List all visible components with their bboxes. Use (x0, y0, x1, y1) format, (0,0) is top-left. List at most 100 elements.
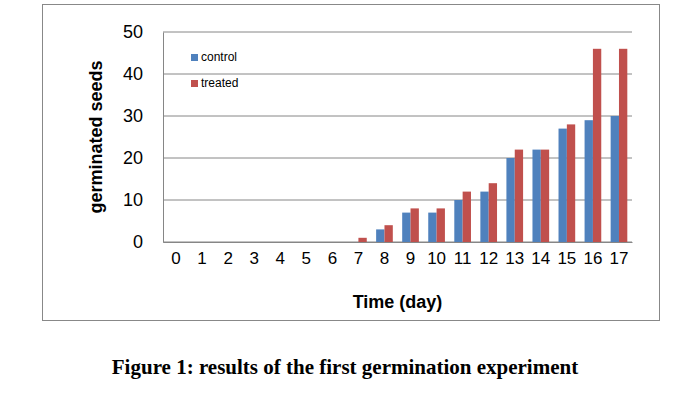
bar (202, 242, 210, 243)
bar (619, 49, 627, 242)
bar (515, 150, 523, 242)
bar (428, 213, 436, 242)
bar (611, 116, 619, 242)
bar (437, 208, 445, 242)
x-tick-label: 16 (583, 249, 602, 268)
bar (194, 242, 202, 243)
x-tick: 16 (583, 242, 602, 268)
bar (228, 242, 236, 243)
x-tick-label: 15 (557, 249, 576, 268)
chart-frame (43, 5, 660, 321)
chart-title: Figure 1: results of the first germinati… (112, 355, 578, 379)
y-tick: 50 (123, 22, 163, 42)
bar (593, 49, 601, 242)
x-axis: 01234567891011121314151617 (164, 242, 633, 268)
y-tick-label: 30 (123, 106, 143, 126)
x-tick: 6 (328, 242, 337, 268)
x-tick: 15 (557, 242, 576, 268)
x-axis-title: Time (day) (353, 292, 443, 312)
y-tick: 40 (123, 64, 163, 84)
x-tick: 13 (505, 242, 524, 268)
x-tick-label: 11 (454, 249, 472, 268)
y-tick-label: 20 (123, 148, 143, 168)
legend-swatch (191, 54, 198, 61)
y-tick: 0 (133, 232, 163, 252)
legend-swatch (191, 80, 198, 87)
bar (489, 183, 497, 242)
bar (376, 229, 384, 242)
x-tick: 0 (171, 242, 180, 268)
grid-line (163, 32, 632, 33)
bars (358, 49, 627, 242)
chart-svg: 0102030405001234567891011121314151617Tim… (0, 0, 689, 396)
bar (332, 242, 340, 243)
x-tick-label: 2 (223, 249, 232, 268)
x-tick: 11 (454, 242, 472, 268)
bar (384, 225, 392, 242)
x-tick-label: 14 (531, 249, 550, 268)
x-tick: 17 (610, 242, 629, 268)
x-axis-line (164, 242, 633, 243)
bar (168, 242, 176, 243)
bar (272, 242, 280, 243)
x-tick: 9 (406, 242, 415, 268)
legend-label: control (201, 50, 237, 64)
grid-line (163, 116, 632, 117)
bar (559, 129, 567, 242)
x-tick-label: 5 (302, 249, 311, 268)
x-tick-label: 9 (406, 249, 415, 268)
x-tick: 7 (354, 242, 363, 268)
x-tick: 1 (197, 242, 206, 268)
bar (585, 120, 593, 242)
bar (463, 192, 471, 242)
x-tick-label: 12 (479, 249, 498, 268)
x-tick: 12 (479, 242, 498, 268)
y-tick-label: 0 (133, 232, 143, 252)
y-axis-line (163, 33, 164, 243)
x-tick-label: 1 (197, 249, 206, 268)
x-tick-label: 13 (505, 249, 524, 268)
bar (280, 242, 288, 243)
bar (246, 242, 254, 243)
y-tick: 10 (123, 190, 163, 210)
bar (358, 238, 366, 242)
bar (176, 242, 184, 243)
x-tick-label: 0 (171, 249, 180, 268)
x-tick: 8 (380, 242, 389, 268)
series-bars (376, 116, 619, 242)
y-tick-label: 40 (123, 64, 143, 84)
y-tick-label: 10 (123, 190, 143, 210)
x-tick: 3 (249, 242, 258, 268)
legend-item: treated (191, 76, 238, 90)
legend-label: treated (201, 76, 238, 90)
bar (402, 213, 410, 242)
bar (298, 242, 306, 243)
x-tick: 2 (223, 242, 232, 268)
grid-line (163, 74, 632, 75)
legend: control treated (191, 50, 238, 90)
bar (532, 150, 540, 242)
bar (306, 242, 314, 243)
x-tick-label: 10 (427, 249, 446, 268)
bar (567, 124, 575, 242)
series-bars (358, 49, 627, 242)
x-tick-label: 6 (328, 249, 337, 268)
bar (506, 158, 514, 242)
bar (324, 242, 332, 243)
x-tick: 10 (427, 242, 446, 268)
y-tick: 20 (123, 148, 163, 168)
grid (163, 32, 632, 242)
x-tick: 4 (276, 242, 285, 268)
x-tick-label: 8 (380, 249, 389, 268)
y-tick-label: 50 (123, 22, 143, 42)
y-axis: 0 10 20 30 40 50 (123, 22, 164, 252)
x-tick-label: 7 (354, 249, 363, 268)
bar (350, 242, 358, 243)
x-tick-label: 3 (249, 249, 258, 268)
bar (220, 242, 228, 243)
x-tick: 5 (302, 242, 311, 268)
bar (254, 242, 262, 243)
legend-item: control (191, 50, 237, 64)
bar (454, 200, 462, 242)
x-tick-label: 17 (610, 249, 629, 268)
